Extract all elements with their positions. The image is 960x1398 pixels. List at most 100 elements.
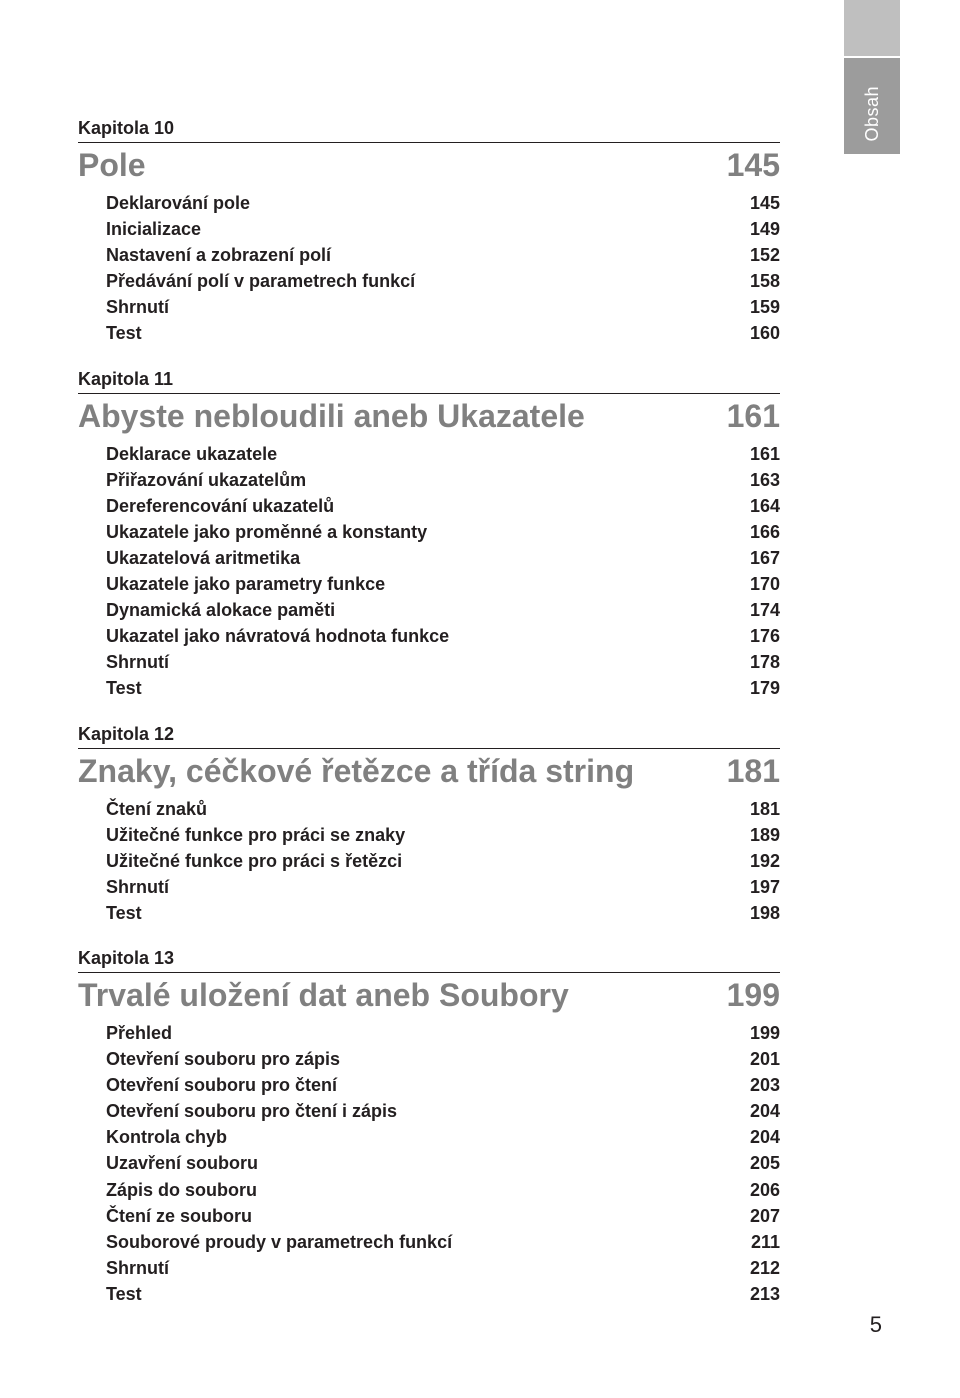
toc-entry-name: Shrnutí [106,874,169,900]
toc-entry: Ukazatelová aritmetika 167 [78,545,780,571]
toc-entry-name: Otevření souboru pro čtení i zápis [106,1098,397,1124]
toc-entry-page: 199 [750,1020,780,1046]
chapter-title: Trvalé uložení dat aneb Soubory [78,977,569,1014]
toc-entry-name: Test [106,675,142,701]
toc-entry: Souborové proudy v parametrech funkcí 211 [78,1229,780,1255]
toc-entry-page: 211 [751,1229,780,1255]
toc-entry: Inicializace 149 [78,216,780,242]
chapter-title-row: Pole 145 [78,147,780,184]
toc-entry-page: 163 [750,467,780,493]
toc-entry-name: Dereferencování ukazatelů [106,493,334,519]
toc-entry-page: 167 [750,545,780,571]
toc-entry-name: Zápis do souboru [106,1177,257,1203]
toc-entry-page: 206 [750,1177,780,1203]
toc-entry: Shrnutí 178 [78,649,780,675]
side-tab-label: Obsah [862,86,883,142]
toc-entry-name: Deklarace ukazatele [106,441,277,467]
toc-entry: Dereferencování ukazatelů 164 [78,493,780,519]
chapter-title-row: Znaky, céčkové řetězce a třída string 181 [78,753,780,790]
toc-entry-page: 149 [750,216,780,242]
toc-entry-name: Shrnutí [106,1255,169,1281]
toc-entry-name: Užitečné funkce pro práci se znaky [106,822,405,848]
toc-entry: Ukazatele jako proměnné a konstanty166 [78,519,780,545]
toc-entry-page: 204 [750,1098,780,1124]
toc-entry-name: Užitečné funkce pro práci s řetězci [106,848,402,874]
toc-entry: Otevření souboru pro zápis 201 [78,1046,780,1072]
toc-entry-name: Otevření souboru pro čtení [106,1072,337,1098]
toc-entry-name: Ukazatel jako návratová hodnota funkce [106,623,449,649]
toc-content: Kapitola 10Pole145Deklarování pole145Ini… [78,118,780,1307]
toc-entry-name: Inicializace [106,216,201,242]
toc-entry-page: 145 [750,190,780,216]
toc-entry-name: Shrnutí [106,294,169,320]
toc-entry: Zápis do souboru 206 [78,1177,780,1203]
chapter-label: Kapitola 10 [78,118,780,143]
chapter-title: Pole [78,147,146,184]
chapter-page: 145 [727,147,780,184]
side-tab-blank [844,0,900,58]
chapter-page: 181 [727,753,780,790]
toc-entry-name: Uzavření souboru [106,1150,258,1176]
toc-entry: Test213 [78,1281,780,1307]
toc-entry-page: 192 [750,848,780,874]
toc-entry-page: 179 [750,675,780,701]
toc-entry-name: Přehled [106,1020,172,1046]
chapter-title: Abyste nebloudili aneb Ukazatele [78,398,585,435]
toc-entry-page: 212 [750,1255,780,1281]
toc-entry-page: 159 [750,294,780,320]
toc-entry: Test 179 [78,675,780,701]
toc-entry: Deklarace ukazatele 161 [78,441,780,467]
toc-entry: Shrnutí 212 [78,1255,780,1281]
toc-entry: Předávání polí v parametrech funkcí158 [78,268,780,294]
toc-entry-page: 166 [750,519,780,545]
toc-entry-page: 170 [750,571,780,597]
toc-entry-page: 158 [750,268,780,294]
toc-entry-name: Ukazatele jako parametry funkce [106,571,385,597]
toc-entry-name: Otevření souboru pro zápis [106,1046,340,1072]
toc-entry: Čtení znaků181 [78,796,780,822]
toc-entry-name: Nastavení a zobrazení polí [106,242,331,268]
toc-entry-name: Souborové proudy v parametrech funkcí [106,1229,452,1255]
side-tab-stack: Obsah [844,0,900,156]
toc-entry: Shrnutí 159 [78,294,780,320]
toc-entry: Kontrola chyb204 [78,1124,780,1150]
toc-entry-name: Dynamická alokace paměti [106,597,335,623]
toc-entry: Užitečné funkce pro práci se znaky189 [78,822,780,848]
page-number: 5 [870,1312,882,1338]
toc-entry: Test198 [78,900,780,926]
toc-entry-page: 164 [750,493,780,519]
toc-entry: Nastavení a zobrazení polí 152 [78,242,780,268]
toc-entry-page: 161 [750,441,780,467]
side-tab-active: Obsah [844,58,900,156]
toc-entry-page: 181 [750,796,780,822]
chapter-label: Kapitola 13 [78,948,780,973]
toc-entry-page: 152 [750,242,780,268]
toc-entry-name: Test [106,900,142,926]
chapter-page: 199 [727,977,780,1014]
toc-entry: Shrnutí 197 [78,874,780,900]
toc-entry-name: Přiřazování ukazatelům [106,467,306,493]
toc-entry-page: 160 [750,320,780,346]
toc-entry-name: Test [106,320,142,346]
toc-entry: Přiřazování ukazatelům 163 [78,467,780,493]
chapter-title-row: Trvalé uložení dat aneb Soubory 199 [78,977,780,1014]
toc-entry-page: 205 [750,1150,780,1176]
toc-entry: Otevření souboru pro čtení i zápis 204 [78,1098,780,1124]
toc-entry-page: 178 [750,649,780,675]
toc-entry-name: Shrnutí [106,649,169,675]
toc-entry: Test 160 [78,320,780,346]
toc-entry: Uzavření souboru 205 [78,1150,780,1176]
toc-entry-page: 176 [750,623,780,649]
chapter-title-row: Abyste nebloudili aneb Ukazatele 161 [78,398,780,435]
toc-entry-name: Čtení ze souboru [106,1203,252,1229]
toc-entry-page: 204 [750,1124,780,1150]
toc-entry-page: 207 [750,1203,780,1229]
chapter-title: Znaky, céčkové řetězce a třída string [78,753,634,790]
toc-entry-name: Ukazatelová aritmetika [106,545,300,571]
toc-entry-page: 201 [750,1046,780,1072]
chapter-page: 161 [727,398,780,435]
toc-entry: Ukazatel jako návratová hodnota funkce 17… [78,623,780,649]
toc-entry-page: 197 [750,874,780,900]
toc-entry-name: Deklarování pole [106,190,250,216]
toc-entry-page: 174 [750,597,780,623]
